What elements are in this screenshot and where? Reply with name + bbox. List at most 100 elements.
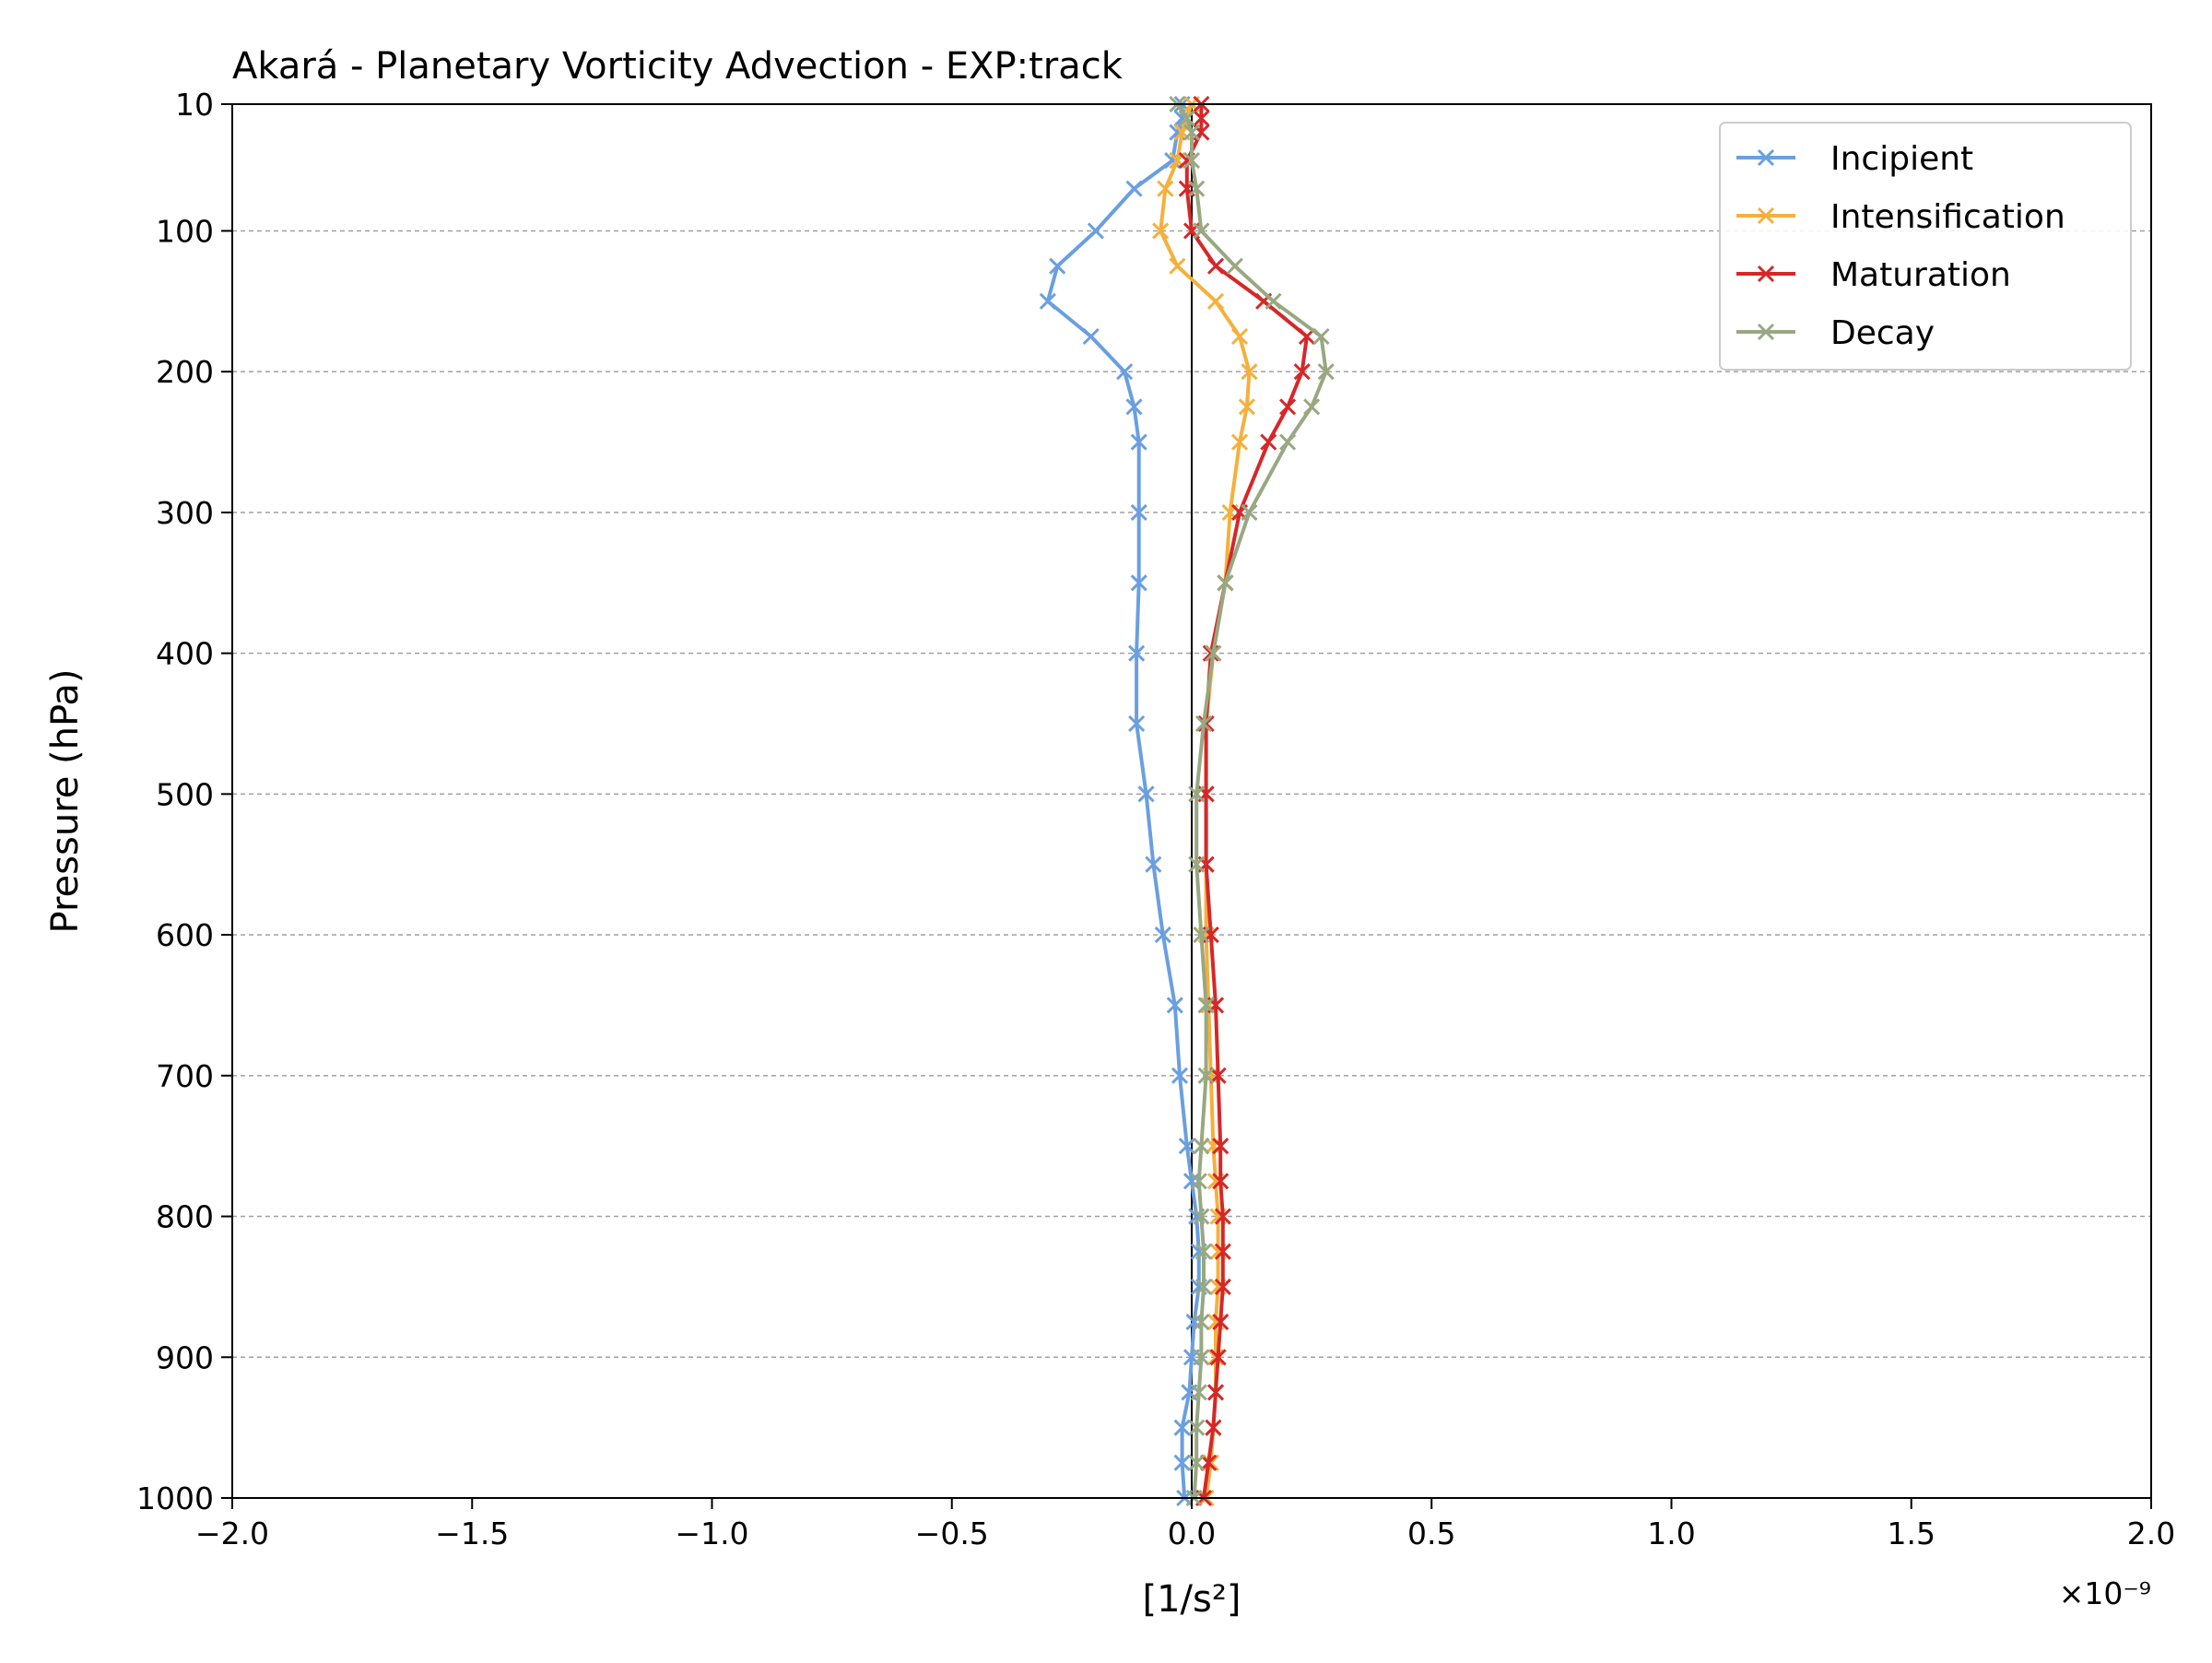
legend-item-decay: Decay <box>1736 314 1935 352</box>
y-tick-label: 400 <box>156 636 214 672</box>
data-point-marker <box>1194 714 1213 733</box>
x-tick-label: 2.0 <box>2127 1516 2175 1551</box>
data-point-marker <box>1226 257 1243 275</box>
data-point-marker <box>1125 398 1143 416</box>
grid-lines <box>232 230 2151 1359</box>
data-point-marker <box>1293 363 1311 381</box>
data-point-marker <box>1230 327 1249 346</box>
data-point-marker <box>1137 785 1155 803</box>
data-point-marker <box>1205 1138 1222 1155</box>
data-point-marker <box>1279 398 1297 416</box>
data-point-marker <box>1182 152 1201 170</box>
data-point-marker <box>1230 433 1249 451</box>
series-decay <box>1169 95 1335 1507</box>
data-point-marker <box>1260 433 1277 451</box>
data-point-marker <box>1212 1138 1230 1155</box>
data-point-marker <box>1238 398 1255 416</box>
data-point-marker <box>1193 1138 1210 1155</box>
y-tick-label: 100 <box>156 213 214 249</box>
data-point-marker <box>1190 1384 1207 1401</box>
x-tick-label: 0.5 <box>1407 1516 1455 1551</box>
data-point-marker <box>1209 1349 1227 1366</box>
data-point-marker <box>1200 997 1218 1014</box>
data-point-marker <box>1173 1454 1191 1471</box>
data-point-marker <box>1130 503 1147 521</box>
x-tick-label: 1.5 <box>1888 1516 1936 1551</box>
legend-marker-swatch <box>1757 148 1775 167</box>
legend-label: Intensification <box>1830 198 2065 236</box>
data-point-marker <box>1190 1173 1207 1190</box>
data-point-marker <box>1188 785 1206 803</box>
data-point-marker <box>1212 1173 1230 1190</box>
legend-marker-swatch <box>1757 323 1775 341</box>
data-point-marker <box>1169 257 1186 275</box>
data-point-marker <box>1197 1067 1215 1084</box>
y-tick-label: 700 <box>156 1058 214 1094</box>
x-tick-label: 0.0 <box>1168 1516 1216 1551</box>
data-point-marker <box>1206 257 1225 275</box>
y-axis-label: Pressure (hPa) <box>44 669 87 934</box>
data-point-marker <box>1193 222 1210 240</box>
y-tick-label: 900 <box>156 1339 214 1375</box>
data-point-marker <box>1185 1314 1203 1331</box>
data-point-marker <box>1197 714 1215 733</box>
data-point-marker <box>1130 574 1147 592</box>
legend-item-intensification: Intensification <box>1736 198 2065 236</box>
legend-marker-swatch <box>1757 206 1775 225</box>
y-tick-label: 800 <box>156 1199 214 1235</box>
data-point-marker <box>1279 433 1297 451</box>
legend-box <box>1719 122 2132 371</box>
data-point-marker <box>1125 180 1143 197</box>
data-point-marker <box>1171 1067 1189 1084</box>
legend: Incipient Intensification Maturation Decay <box>1719 122 2132 371</box>
data-point-marker <box>1116 363 1134 381</box>
data-point-marker <box>1214 1243 1231 1260</box>
y-axis-ticks: 10 100 200 300 400 500 600 700 800 900 1000 <box>136 87 232 1516</box>
data-point-marker <box>1241 363 1258 381</box>
data-point-marker <box>1312 327 1330 346</box>
data-point-marker <box>1206 292 1225 310</box>
data-point-marker <box>1194 1278 1213 1295</box>
legend-marker-swatch <box>1757 265 1775 283</box>
legend-label: Maturation <box>1830 256 2011 294</box>
data-point-marker <box>1152 222 1170 240</box>
data-point-marker <box>1145 855 1162 873</box>
data-point-marker <box>1166 997 1183 1014</box>
data-point-marker <box>1197 997 1215 1014</box>
data-point-marker <box>1265 292 1282 310</box>
y-tick-label: 10 <box>175 87 214 123</box>
data-point-marker <box>1188 1454 1206 1471</box>
data-point-marker <box>1206 1349 1225 1366</box>
data-point-marker <box>1214 1278 1231 1295</box>
y-tick-label: 600 <box>156 917 214 953</box>
data-point-marker <box>1182 124 1201 141</box>
data-point-marker <box>1317 363 1335 381</box>
data-point-marker <box>1154 926 1171 944</box>
data-point-marker <box>1157 180 1174 197</box>
x-tick-label: −2.0 <box>195 1516 269 1551</box>
data-point-marker <box>1049 257 1066 275</box>
y-tick-label: 1000 <box>136 1480 214 1516</box>
data-point-marker <box>1039 292 1056 310</box>
data-point-marker <box>1214 1208 1231 1225</box>
x-axis-label: [1/s²] <box>1142 1578 1241 1621</box>
data-point-marker <box>1130 433 1147 451</box>
data-point-marker <box>1182 1173 1201 1190</box>
data-point-marker <box>1303 398 1321 416</box>
chart-title: Akará - Planetary Vorticity Advection - … <box>232 45 1124 88</box>
x-tick-label: −1.0 <box>675 1516 748 1551</box>
legend-item-incipient: Incipient <box>1736 140 1973 178</box>
data-point-marker <box>1188 1419 1206 1436</box>
data-point-marker <box>1173 1419 1191 1436</box>
y-tick-label: 500 <box>156 776 214 812</box>
data-point-marker <box>1209 1067 1227 1084</box>
data-point-marker <box>1205 1419 1222 1436</box>
data-point-marker <box>1217 574 1234 592</box>
data-point-marker <box>1193 110 1210 127</box>
x-tick-label: −0.5 <box>915 1516 989 1551</box>
data-point-marker <box>1082 327 1100 346</box>
legend-label: Decay <box>1830 314 1935 352</box>
data-point-marker <box>1178 1138 1195 1155</box>
